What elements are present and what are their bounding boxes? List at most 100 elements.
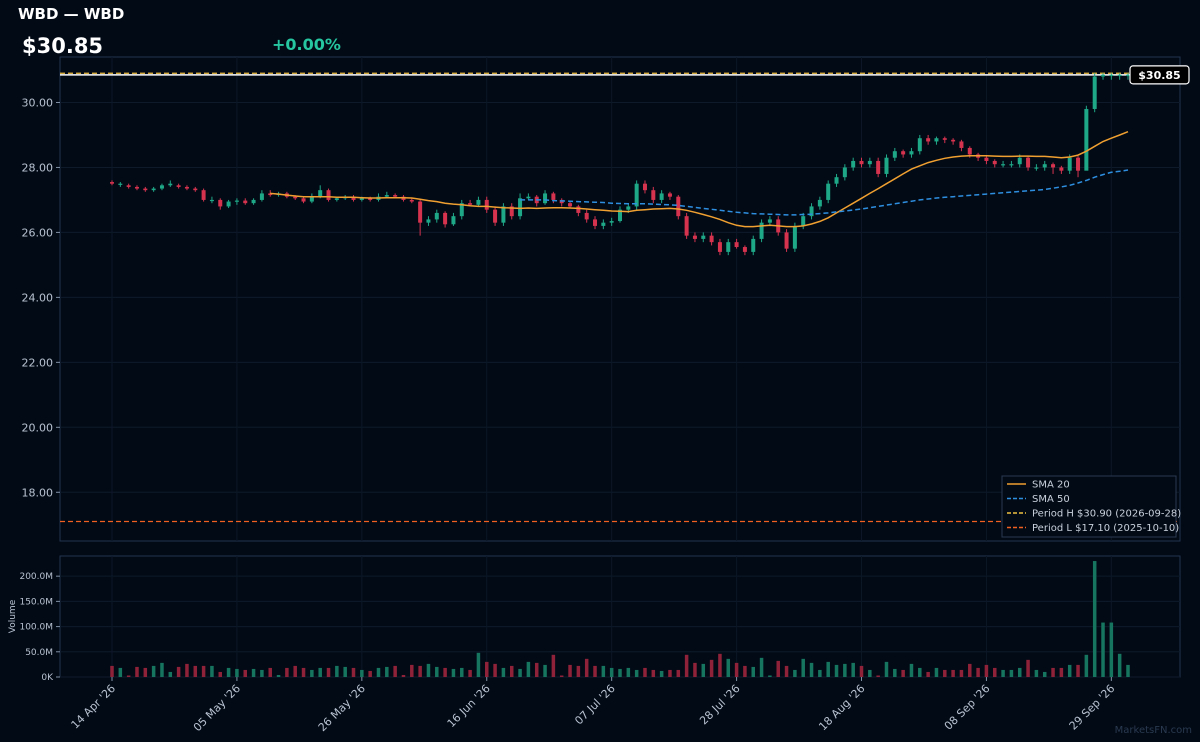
candle [701,232,706,243]
candle-body [251,199,256,204]
candle-body [459,203,464,217]
volume-bar [668,669,672,677]
candle [301,196,306,204]
candle [884,154,889,178]
candle [501,203,506,226]
candle-body [618,209,622,222]
volume-bar [693,662,697,677]
candle-body [451,216,456,225]
candle-body [967,147,972,155]
volume-bar [793,669,797,677]
candle [168,180,173,187]
candle [184,185,189,191]
volume-bar [193,665,198,677]
volume-bar [993,667,997,677]
volume-bar [876,675,880,677]
candle [551,191,556,204]
candle-body [110,182,114,184]
candle [568,201,573,209]
candle [992,159,997,168]
candle [634,180,639,210]
y-tick-label: 22.00 [22,356,54,369]
x-tick-label: 05 May '26 [191,682,243,734]
volume-bar [243,669,247,677]
candle-body [468,203,473,205]
x-tick-label: 28 Jul '26 [697,682,742,727]
volume-bar [651,669,656,677]
candle-body [359,198,364,200]
candle [792,222,797,252]
volume-bar [934,667,939,677]
volume-bar [1076,664,1080,677]
candle [493,206,498,226]
candle [201,188,206,202]
candle-body [992,160,997,165]
candle [717,238,722,256]
volume-bar [151,665,156,677]
candle [984,156,989,165]
candle [809,203,814,220]
sma-20-line [270,131,1129,228]
candle [692,232,697,243]
candle-body [184,186,189,189]
volume-bar [1101,622,1105,677]
candle-body [143,188,148,191]
candle [892,147,897,161]
candle-body [418,201,423,223]
x-tick-label: 14 Apr '26 [69,682,119,732]
candle [134,185,139,191]
volume-bar [476,652,481,677]
candle-body [393,195,398,197]
volume-bar [135,666,139,677]
volume-bar [559,675,564,677]
candle-body [193,188,198,191]
candle-body [318,190,323,197]
candle-body [951,139,956,142]
candle-body [926,138,931,142]
volume-bar [1026,659,1030,677]
candle-body [642,183,647,191]
volume-bar [168,671,173,677]
candle-body [767,219,772,223]
volume-bar [643,667,647,677]
candle [934,136,939,145]
candle [609,217,614,226]
candle [734,238,739,249]
candle-body [692,235,697,239]
volume-bar [734,662,739,677]
y-tick-label: 24.00 [22,291,54,304]
volume-bar [851,662,855,677]
volume-bar [310,669,314,677]
volume-bar [393,665,397,677]
volume-bar [1001,669,1005,677]
candle [876,157,881,178]
volume-bar [1017,667,1022,677]
candle [742,245,747,256]
chart-title: WBD — WBD [18,5,125,23]
volume-bar [126,675,131,677]
candle [193,186,198,192]
volume-bar [959,669,964,677]
candle-body [209,199,214,202]
candle-body [1017,157,1022,165]
volume-bar [709,659,714,677]
volume-bar [676,669,681,677]
candle [259,190,264,202]
volume-bar [868,669,872,677]
legend: SMA 20 SMA 50 Period H $30.90 (2026-09-28)… [1001,475,1181,538]
candle [1009,160,1014,168]
volume-bar [268,667,272,677]
volume-bar [968,663,972,677]
candle-body [1092,76,1097,109]
candle [159,183,164,191]
volume-axis-label: Volume [8,599,18,633]
candle-body [726,242,731,252]
sma-50-line [520,169,1129,216]
candle [126,183,131,189]
candle-body [684,216,689,236]
volume-bar [951,669,955,677]
volume-bar [618,668,622,677]
volume-bar [118,667,123,677]
volume-bar [1009,669,1014,677]
candle-body [851,160,856,168]
